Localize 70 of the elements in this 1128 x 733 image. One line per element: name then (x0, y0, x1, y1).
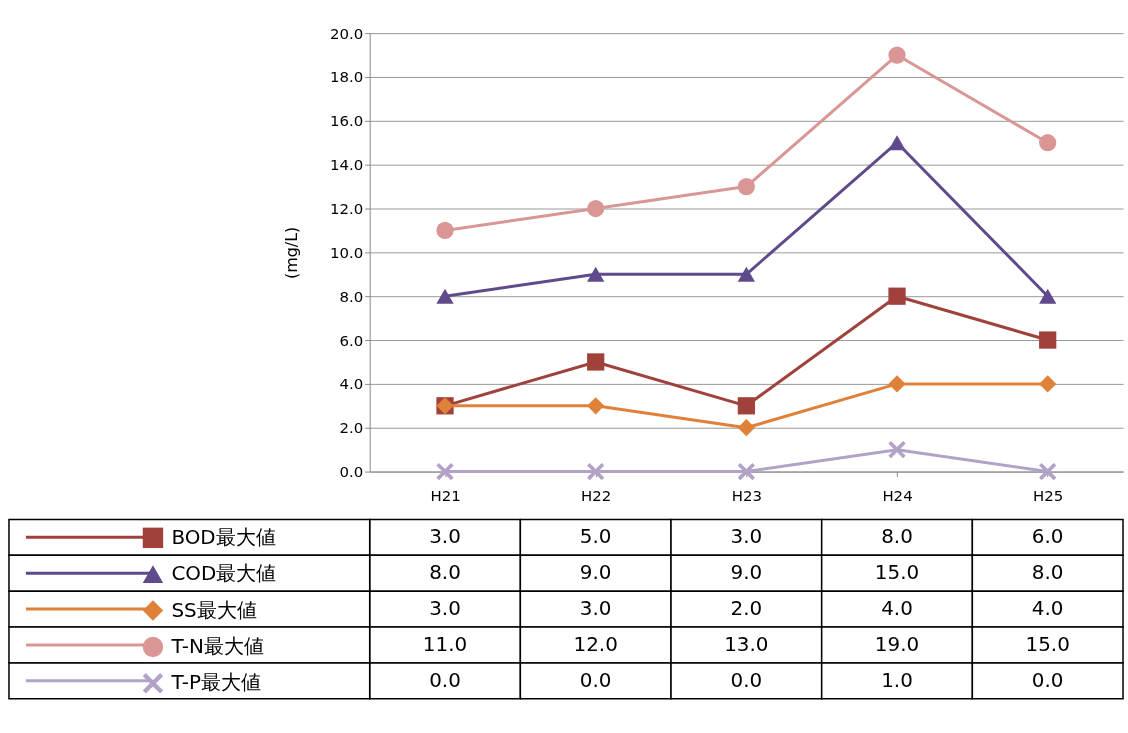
data-label: 6.0 (1031, 525, 1064, 549)
y-tick-label: 12.0 (329, 199, 364, 218)
point (587, 462, 605, 481)
data-label: 11.0 (422, 632, 468, 656)
point (888, 287, 906, 305)
x-tick-label: H22 (581, 486, 612, 505)
x-tick-label: H25 (1033, 486, 1064, 505)
point (737, 397, 755, 415)
data-label: 0.0 (579, 668, 612, 692)
data-label: 9.0 (730, 561, 763, 585)
y-tick-label: 16.0 (329, 112, 364, 131)
point (888, 46, 906, 64)
legend-label: SS最大値 (171, 598, 257, 622)
y-tick-label: 20.0 (329, 24, 364, 43)
point (587, 199, 605, 218)
point (1039, 375, 1057, 393)
point (1039, 288, 1057, 304)
y-axis-title: (mg/L) (282, 226, 302, 280)
data-label: 12.0 (573, 632, 618, 656)
legend-label: T-P最大値 (170, 671, 261, 695)
point (737, 266, 755, 282)
point (436, 462, 454, 481)
data-label: 4.0 (881, 597, 913, 621)
data-label: 15.0 (1025, 632, 1070, 656)
legend-label: COD最大値 (171, 562, 277, 586)
data-label: 3.0 (429, 525, 461, 549)
data-label: 19.0 (874, 632, 920, 656)
data-label: 0.0 (429, 668, 461, 692)
point (888, 441, 906, 459)
point (888, 135, 906, 151)
data-label: 13.0 (724, 632, 769, 656)
data-label: 15.0 (874, 561, 920, 585)
point (436, 221, 454, 240)
y-tick-label: 8.0 (339, 287, 364, 306)
point (587, 266, 605, 282)
data-label: 5.0 (579, 525, 612, 549)
point (1039, 134, 1057, 152)
point (737, 419, 755, 437)
y-tick-label: 6.0 (339, 331, 364, 350)
data-label: 3.0 (429, 597, 461, 621)
x-tick-label: H23 (731, 486, 762, 505)
y-tick-label: 0.0 (339, 463, 364, 482)
y-tick-label: 14.0 (329, 156, 364, 175)
data-label: 2.0 (730, 597, 763, 621)
y-tick-label: 10.0 (329, 243, 364, 262)
data-label: 4.0 (1031, 597, 1064, 621)
data-label: 8.0 (1031, 561, 1064, 585)
y-tick-label: 18.0 (329, 68, 364, 87)
y-tick-label: 2.0 (339, 419, 364, 438)
data-label: 8.0 (881, 525, 913, 549)
data-label: 3.0 (730, 525, 763, 549)
point (587, 353, 605, 371)
point (1039, 331, 1057, 349)
legend-label: T-N最大値 (170, 634, 264, 658)
point (737, 177, 755, 196)
x-tick-label: H21 (430, 486, 461, 505)
data-label: 3.0 (579, 597, 612, 621)
x-tick-label: H24 (882, 486, 913, 505)
data-label: 8.0 (429, 561, 461, 585)
point (888, 375, 906, 393)
point (436, 288, 454, 304)
point (1039, 462, 1057, 481)
point (737, 462, 755, 481)
data-label: 9.0 (579, 561, 612, 585)
data-label: 1.0 (881, 668, 913, 692)
data-label: 0.0 (730, 668, 763, 692)
legend-label: BOD最大値 (171, 525, 276, 549)
y-tick-label: 4.0 (339, 375, 364, 394)
point (587, 397, 605, 415)
data-label: 0.0 (1031, 668, 1064, 692)
